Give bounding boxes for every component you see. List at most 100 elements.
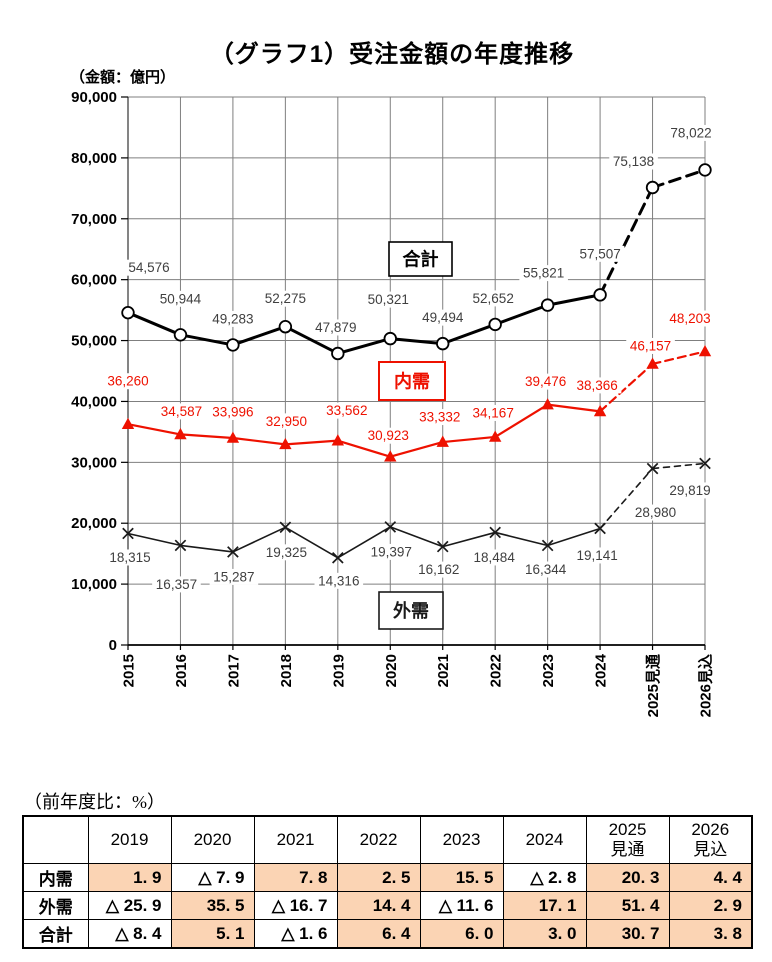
marker-triangle-domestic (121, 417, 135, 430)
data-label-backing (469, 549, 519, 566)
yoy-table: 2019 2020 2021 2022 2023 2024 2025 見通 2026 見込 内需… (22, 815, 753, 949)
yoy-value-cell: 6. 0 (419, 919, 504, 949)
chart-title: （グラフ1）受注金額の年度推移 (209, 41, 575, 68)
data-label-domestic: 38,366 (576, 378, 617, 393)
yoy-year-header: 2025 見通 (585, 815, 670, 864)
yoy-value-cell: 3. 0 (502, 919, 587, 949)
x-axis-label: 2021 (435, 654, 452, 687)
series-line-total (178, 333, 235, 347)
y-axis-label: 40,000 (71, 393, 117, 410)
y-axis-label: 60,000 (71, 272, 117, 289)
x-axis-label: 2019 (330, 654, 347, 687)
series-line-domestic (179, 433, 235, 440)
data-label-external: 14,316 (318, 573, 359, 588)
yoy-value-cell: 1. 9 (87, 863, 172, 892)
series-line-total (441, 322, 497, 346)
data-label-backing (208, 310, 258, 327)
axis-unit-label: （金額：億円） (70, 69, 176, 86)
data-label-backing (521, 561, 570, 578)
data-label-backing (262, 413, 311, 430)
marker-triangle-domestic (279, 437, 292, 450)
marker-x-external (541, 539, 554, 552)
yoy-value-cell: 30. 7 (585, 919, 670, 949)
data-label-backing (626, 337, 675, 354)
marker-circle-total (593, 288, 607, 302)
series-line-total (336, 337, 392, 355)
series-label-external: 外需 (393, 600, 429, 621)
marker-triangle-domestic (226, 431, 240, 443)
data-label-backing (609, 153, 658, 170)
yoy-value-cell: △ 25. 9 (87, 891, 172, 920)
yoy-value-cell: 6. 4 (336, 919, 421, 949)
marker-triangle-domestic (384, 450, 397, 462)
data-label-backing (124, 259, 174, 276)
data-label-external: 28,980 (635, 505, 676, 520)
marker-circle-total (698, 163, 712, 177)
x-axis-label: 2022 (488, 654, 505, 687)
series-line-external (494, 531, 549, 547)
data-label-total: 75,138 (613, 154, 654, 169)
yoy-table-row: 内需 1. 9 △ 7. 9 7. 8 2. 5 15. 5 △ 2. 8 20. 3 4. 4 (22, 863, 753, 892)
marker-triangle-domestic (174, 427, 187, 440)
yoy-row-label: 外需 (22, 891, 89, 920)
series-line-external (232, 526, 287, 553)
marker-x-external (436, 540, 449, 553)
data-label-backing (366, 543, 416, 560)
series-label-box-total (388, 241, 453, 277)
data-label-backing (468, 404, 518, 421)
data-label-external: 19,397 (371, 544, 412, 559)
data-label-domestic: 34,167 (473, 405, 514, 420)
marker-x-external (332, 552, 344, 564)
marker-x-external (122, 527, 134, 540)
series-line-domestic (598, 362, 654, 413)
yoy-value-cell: 3. 8 (668, 919, 753, 949)
data-label-backing (666, 124, 716, 141)
series-line-external (284, 526, 339, 559)
yoy-value-cell: △ 1. 6 (253, 919, 338, 949)
data-label-domestic: 34,587 (161, 404, 202, 419)
orders-trend-line-chart: 0 10,000 20,000 30,000 40,000 50,000 60,000 70,… (71, 89, 716, 717)
series-line-domestic (546, 403, 602, 413)
series-line-domestic (126, 423, 182, 436)
y-axis-label: 70,000 (71, 211, 117, 228)
yoy-value-cell: △ 2. 8 (502, 863, 587, 892)
series-line-domestic (336, 439, 392, 458)
series-line-external (651, 462, 706, 470)
marker-triangle-domestic (698, 344, 712, 357)
yoy-corner-cell (22, 815, 89, 864)
data-label-domestic: 36,260 (107, 374, 148, 389)
series-line-domestic (651, 350, 707, 366)
data-label-backing (311, 319, 361, 336)
series-line-external (179, 544, 234, 553)
marker-circle-total (645, 180, 660, 195)
data-label-backing (572, 377, 622, 394)
y-axis-label: 50,000 (71, 333, 117, 350)
x-axis-label: 2015 (121, 654, 138, 687)
marker-x-external (384, 521, 397, 533)
data-label-total: 47,879 (315, 320, 356, 335)
series-label-box-domestic (378, 361, 446, 401)
x-axis-label: 2018 (278, 654, 295, 687)
y-axis-label: 0 (109, 637, 117, 654)
marker-circle-total (331, 346, 345, 361)
x-axis-label: 2025見通 (645, 654, 662, 717)
data-label-backing (152, 576, 201, 593)
series-line-total (126, 311, 182, 337)
data-label-domestic: 30,923 (368, 428, 409, 443)
yoy-row-label: 合計 (22, 919, 89, 949)
table-caption: （前年度比：%） (24, 792, 165, 812)
y-axis-label: 80,000 (71, 150, 117, 167)
marker-circle-total (436, 336, 450, 351)
x-axis-label: 2016 (173, 654, 190, 687)
marker-circle-total (540, 298, 555, 312)
yoy-table-row: 合計 △ 8. 4 5. 1 △ 1. 6 6. 4 6. 0 3. 0 30. 7 3. 8 (22, 919, 753, 949)
data-label-backing (415, 409, 465, 426)
data-label-total: 57,507 (579, 246, 620, 261)
marker-circle-total (226, 338, 240, 352)
yoy-year-header: 2019 (87, 815, 172, 864)
yoy-value-cell: 14. 4 (336, 891, 421, 920)
marker-x-external (699, 457, 711, 470)
yoy-value-cell: 2. 9 (668, 891, 753, 920)
yoy-year-header: 2021 (253, 815, 338, 864)
data-label-total: 55,821 (523, 266, 564, 281)
